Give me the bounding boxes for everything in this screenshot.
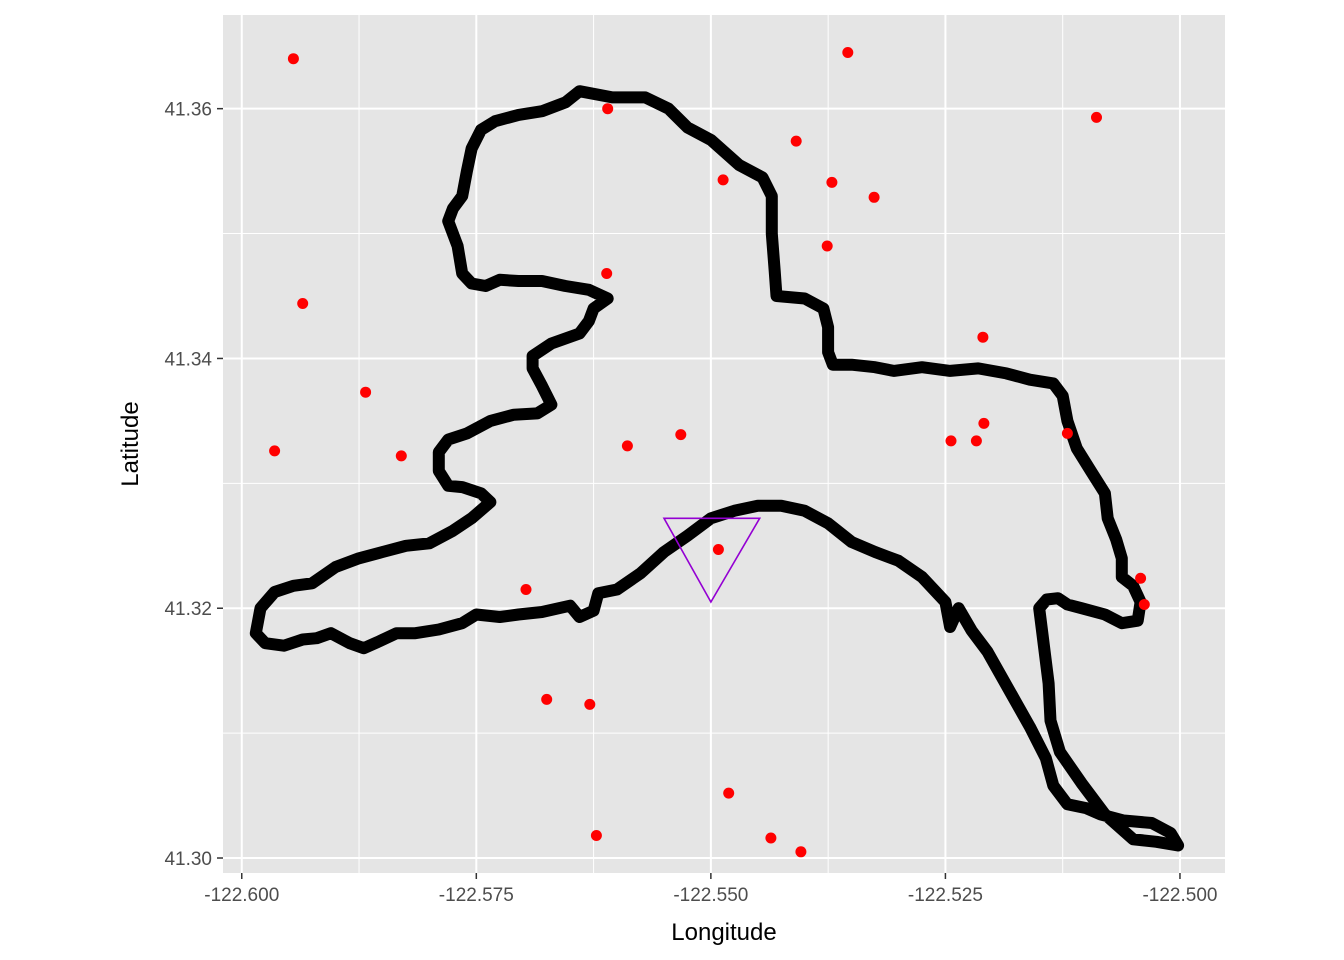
data-point xyxy=(297,298,309,309)
data-point xyxy=(978,417,990,429)
data-point xyxy=(795,846,807,858)
data-point xyxy=(868,191,880,203)
minor-gridlines xyxy=(223,15,1225,873)
x-tick-label: -122.500 xyxy=(1142,885,1217,906)
data-point xyxy=(1135,572,1147,584)
x-tick-label: -122.575 xyxy=(439,885,514,906)
data-point xyxy=(826,176,838,188)
data-point xyxy=(621,440,633,452)
y-axis-title: Latitude xyxy=(117,401,144,486)
boundary-path xyxy=(249,85,1185,852)
x-tick-label: -122.525 xyxy=(908,885,983,906)
y-tick-label: 41.36 xyxy=(164,100,212,121)
data-point xyxy=(601,268,613,279)
data-point xyxy=(842,47,854,58)
data-point xyxy=(287,53,299,65)
data-point xyxy=(970,435,982,447)
sample-points xyxy=(269,47,1150,858)
data-point xyxy=(590,830,602,841)
x-axis-title: Longitude xyxy=(671,919,776,946)
data-point xyxy=(360,386,372,398)
x-tick-label: -122.600 xyxy=(204,885,279,906)
data-point xyxy=(541,693,553,705)
data-point xyxy=(1138,599,1150,610)
data-point xyxy=(602,103,614,115)
data-point xyxy=(821,240,833,252)
y-tick-label: 41.30 xyxy=(164,849,212,870)
data-point xyxy=(945,435,957,447)
data-point xyxy=(675,429,687,441)
triangle-marker xyxy=(662,517,762,604)
triangle-marker-shape xyxy=(662,517,762,604)
data-point xyxy=(790,135,802,147)
data-point xyxy=(1061,427,1073,439)
data-point xyxy=(395,450,407,462)
data-point xyxy=(717,174,729,186)
data-point xyxy=(1091,111,1102,123)
y-axis: 41.30 41.32 41.34 41.36 xyxy=(164,100,223,870)
y-tick-label: 41.32 xyxy=(164,599,212,620)
major-gridlines xyxy=(223,15,1225,873)
data-point xyxy=(977,331,989,343)
boundary-outline xyxy=(249,85,1185,852)
x-tick-label: -122.550 xyxy=(673,885,748,906)
data-point xyxy=(712,544,724,555)
data-point xyxy=(520,584,532,595)
data-point xyxy=(723,787,735,799)
x-axis: -122.600 -122.575 -122.550 -122.525 -122.500 xyxy=(204,873,1217,906)
y-tick-label: 41.34 xyxy=(164,349,212,370)
data-point xyxy=(584,698,596,710)
data-point xyxy=(269,445,281,457)
data-point xyxy=(765,832,777,844)
